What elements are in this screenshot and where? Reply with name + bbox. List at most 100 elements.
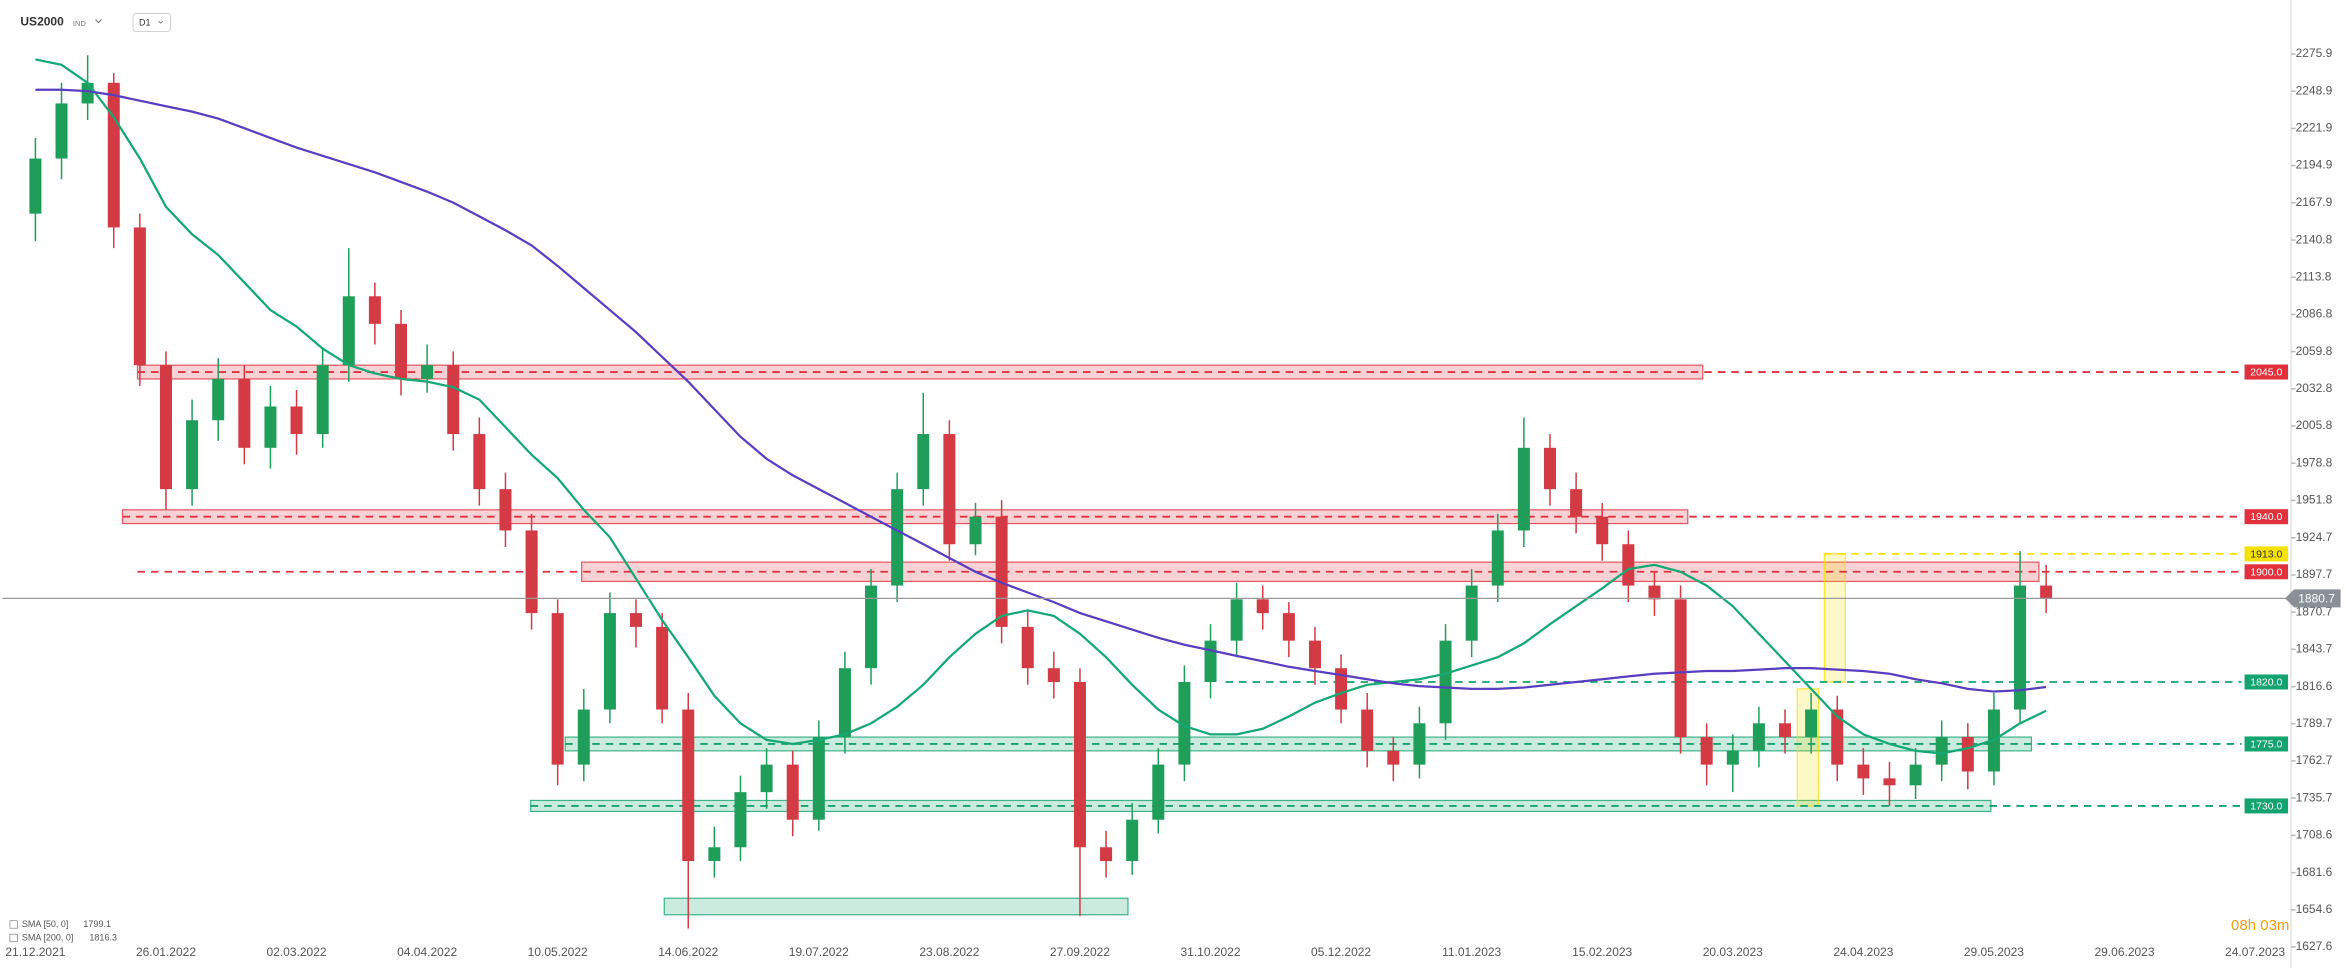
level-label-box — [2244, 364, 2289, 380]
symbol[interactable]: US2000 — [20, 15, 64, 29]
candle-body — [1387, 750, 1400, 765]
timeframe-box[interactable] — [132, 13, 171, 32]
y-tick-label: 2032.8 — [2296, 381, 2333, 395]
level-label-box — [2244, 674, 2289, 690]
legend-value: 1799.1 — [83, 919, 111, 929]
candle-body — [943, 434, 956, 545]
candle-body — [995, 516, 1008, 627]
dropdown-arrow[interactable] — [158, 20, 164, 24]
legend-icon — [9, 920, 18, 929]
candle-body — [473, 434, 486, 490]
candle-body — [630, 613, 643, 627]
x-tick-label: 31.10.2022 — [1180, 945, 1240, 959]
candle-body — [1857, 764, 1870, 779]
x-tick-label: 24.07.2023 — [2225, 945, 2285, 959]
candle-body — [368, 296, 381, 324]
x-tick-label: 20.03.2023 — [1703, 945, 1763, 959]
y-tick-label: 2275.9 — [2296, 46, 2333, 60]
candle-body — [499, 489, 512, 531]
x-tick-label: 24.04.2023 — [1833, 945, 1893, 959]
sma-line — [35, 88, 2047, 693]
candle-body — [316, 365, 329, 435]
candle-body — [133, 227, 146, 366]
y-tick-label: 2005.8 — [2296, 418, 2333, 432]
y-tick-label: 1654.6 — [2296, 902, 2333, 916]
x-tick-label: 29.06.2023 — [2094, 945, 2154, 959]
candle-body — [786, 764, 799, 820]
y-tick-label: 1816.6 — [2296, 679, 2333, 693]
y-tick-label: 2248.9 — [2296, 83, 2333, 97]
y-tick-label: 1870.7 — [2296, 604, 2333, 618]
dropdown-arrow[interactable] — [95, 19, 102, 24]
y-tick-label: 2221.9 — [2296, 121, 2333, 135]
candle-body — [682, 709, 695, 862]
y-tick-label: 1735.7 — [2296, 790, 2333, 804]
candle-body — [290, 406, 303, 435]
candle-body — [1674, 599, 1687, 738]
candle-body — [1230, 599, 1243, 641]
legend-name: SMA [50, 0] — [22, 919, 69, 929]
candle-body — [1961, 737, 1974, 772]
level-label: 1913.0 — [2250, 548, 2282, 560]
candle-body — [394, 323, 408, 379]
candle-body — [734, 792, 747, 848]
candle-body — [812, 737, 825, 820]
candle-body — [1805, 709, 1818, 738]
candle-body — [1413, 723, 1426, 765]
level-label-box — [2244, 798, 2289, 814]
x-tick-label: 23.08.2022 — [919, 945, 979, 959]
candle-body — [525, 530, 538, 614]
candle-body — [1779, 723, 1792, 738]
candle-body — [1622, 544, 1635, 586]
y-tick-label: 1762.7 — [2296, 753, 2333, 767]
candle-body — [656, 626, 669, 710]
candle-body — [838, 668, 851, 738]
timeframe[interactable]: D1 — [139, 18, 151, 28]
levels: 2045.0 1940.0 1913.0 1900.0 1820.0 1775.0 1730… — [122, 364, 2289, 814]
candle-body — [186, 420, 199, 490]
level-label: 1820.0 — [2250, 677, 2282, 689]
candle-body — [1648, 585, 1661, 600]
candle-body — [1909, 764, 1922, 786]
symbol-type: IND — [73, 19, 86, 28]
candle-body — [1752, 723, 1765, 751]
candle-body — [891, 489, 904, 586]
candle-body — [2014, 585, 2027, 710]
countdown: 08h 03m — [2231, 917, 2289, 934]
legend-name: SMA [200, 0] — [22, 932, 74, 942]
x-tick-label: 29.05.2023 — [1964, 945, 2024, 959]
candle-body — [29, 158, 42, 214]
candle-body — [760, 764, 773, 793]
y-tick-label: 1708.6 — [2296, 828, 2333, 842]
candle-body — [551, 613, 564, 765]
y-tick-label: 1924.7 — [2296, 530, 2333, 544]
candle-body — [1100, 847, 1113, 862]
legend-value: 1816.3 — [89, 932, 117, 942]
candle-body — [1282, 613, 1295, 641]
x-tick-label: 10.05.2022 — [528, 945, 588, 959]
candle-body — [1439, 640, 1452, 724]
level-label: 1900.0 — [2250, 566, 2282, 578]
y-tick-label: 1789.7 — [2296, 716, 2333, 730]
level-label: 1775.0 — [2250, 738, 2282, 750]
candle-body — [81, 82, 94, 104]
candle-body — [1021, 626, 1034, 669]
candle-body — [1491, 530, 1504, 586]
candle-body — [1073, 681, 1086, 848]
y-tick-label: 1627.6 — [2296, 939, 2333, 953]
y-tick-label: 2167.9 — [2296, 195, 2333, 209]
current-price-label: 1880.7 — [2298, 591, 2335, 605]
y-tick-label: 1681.6 — [2296, 865, 2333, 879]
zone — [1823, 553, 1846, 683]
candle-body — [603, 613, 616, 710]
y-tick-label: 2059.8 — [2296, 344, 2333, 358]
candle-body — [342, 296, 355, 366]
x-tick-label: 26.01.2022 — [136, 945, 196, 959]
candle-body — [1047, 668, 1060, 682]
x-tick-label: 19.07.2022 — [789, 945, 849, 959]
candle-body — [1465, 585, 1478, 641]
sma-line — [35, 58, 2047, 755]
